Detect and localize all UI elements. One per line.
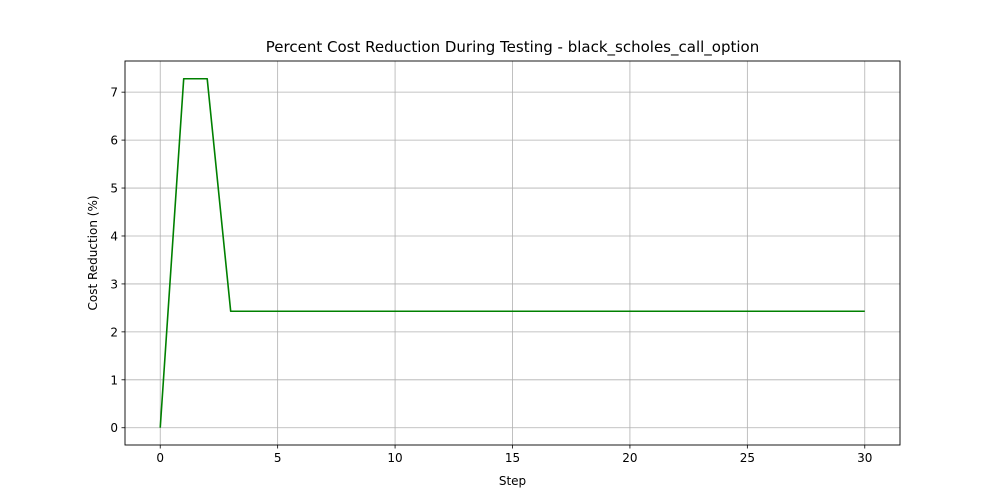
x-tick-label: 10 xyxy=(387,451,402,465)
axis-ticks: 0 5 10 15 20 25 30 0 1 2 3 4 5 6 7 xyxy=(110,86,872,465)
x-tick-label: 5 xyxy=(274,451,282,465)
y-tick-label: 7 xyxy=(110,86,118,100)
y-tick-label: 4 xyxy=(110,229,118,243)
y-tick-label: 3 xyxy=(110,277,118,291)
y-tick-label: 2 xyxy=(110,325,118,339)
series-layer xyxy=(159,77,865,428)
x-tick-label: 0 xyxy=(156,451,164,465)
y-tick-label: 6 xyxy=(110,134,118,148)
x-axis-label: Step xyxy=(499,474,526,488)
grid-lines xyxy=(125,61,900,445)
chart-title: Percent Cost Reduction During Testing - … xyxy=(266,38,759,57)
x-tick-label: 20 xyxy=(622,451,637,465)
series-line-0 xyxy=(159,77,865,428)
y-axis-label: Cost Reduction (%) xyxy=(86,195,100,310)
x-tick-label: 25 xyxy=(740,451,755,465)
y-tick-label: 0 xyxy=(110,421,118,435)
x-tick-label: 30 xyxy=(857,451,872,465)
x-tick-label: 15 xyxy=(505,451,520,465)
y-tick-label: 5 xyxy=(110,182,118,196)
y-tick-label: 1 xyxy=(110,373,118,387)
